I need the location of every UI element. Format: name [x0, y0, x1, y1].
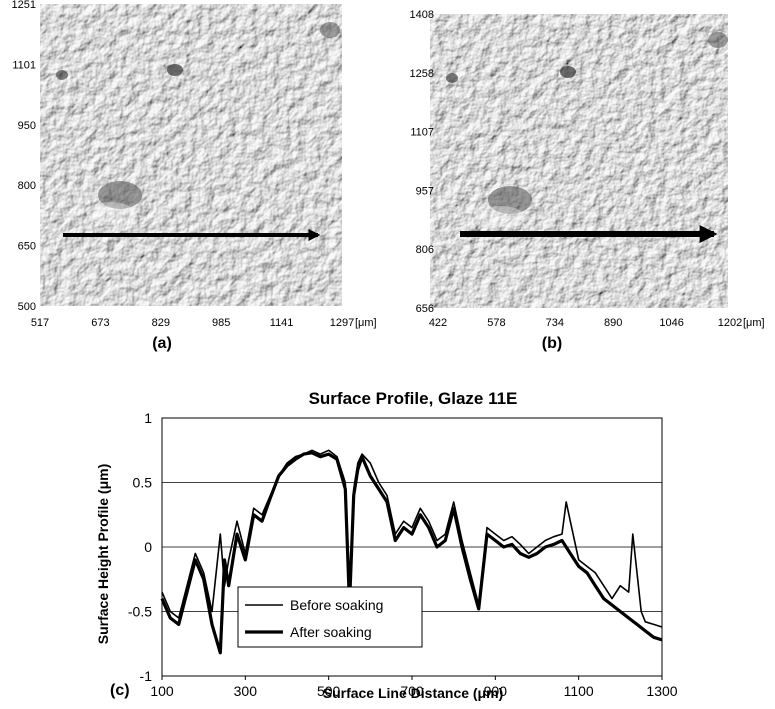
y-tick-label: 1101: [12, 59, 36, 71]
x-unit-label: [μm]: [743, 317, 765, 329]
x-tick-label: 700: [400, 683, 424, 699]
profile-chart: 1 0.5 0 -0.5 -1100 300 500 700 900 1100 1300 Before…: [128, 410, 678, 699]
y-tick-label: 1251: [12, 0, 36, 11]
panel-label-c: (c): [110, 682, 130, 699]
x-tick-label: 1046: [659, 317, 683, 329]
y-tick-label: -0.5: [128, 604, 152, 620]
micrograph-a: [40, 4, 342, 306]
y-tick-label: 656: [416, 303, 434, 315]
x-tick-label: 422: [429, 317, 447, 329]
legend-box: [237, 586, 423, 648]
axis-b: 1408 1258 1107 957 806 656 422 578 734 890 1046 120…: [410, 9, 765, 329]
y-tick-label: 950: [18, 120, 36, 132]
legend-entry: Before soaking: [290, 597, 383, 613]
panel-label-a: (a): [152, 335, 172, 352]
x-tick-label: 1297: [330, 317, 354, 329]
x-tick-label: 1100: [564, 683, 594, 699]
y-tick-label: 1258: [410, 68, 434, 80]
y-tick-label: 500: [18, 301, 36, 313]
y-axis-label: Surface Height Profile (μm): [95, 464, 111, 644]
y-tick-label: 1107: [410, 127, 434, 139]
chart-title: Surface Profile, Glaze 11E: [309, 389, 518, 408]
y-tick-label: 1: [144, 410, 152, 426]
y-tick-label: 800: [18, 180, 36, 192]
y-tick-label: 806: [416, 244, 434, 256]
x-tick-label: 500: [317, 683, 341, 699]
legend: Before soaking After soaking: [237, 586, 423, 648]
micrograph-b: [430, 14, 728, 308]
x-tick-label: 734: [546, 317, 564, 329]
x-tick-label: 985: [212, 317, 230, 329]
x-tick-label: 673: [91, 317, 109, 329]
y-tick-label: 957: [416, 185, 434, 197]
y-tick-label: 0.5: [133, 475, 153, 491]
x-tick-label: 890: [604, 317, 622, 329]
x-axis-label: Surface Line Distance (μm): [323, 685, 504, 701]
series-line-after-soaking: [160, 451, 663, 655]
panel-label-b: (b): [542, 335, 562, 352]
y-tick-label: 0: [144, 539, 152, 555]
y-tick-label: 650: [18, 241, 36, 253]
x-tick-label: 1141: [270, 317, 294, 329]
y-tick-label: 1408: [410, 9, 434, 21]
x-tick-label: 578: [487, 317, 505, 329]
x-tick-label: 1202: [718, 317, 742, 329]
x-tick-label: 300: [234, 683, 258, 699]
x-tick-label: 1300: [646, 683, 677, 699]
y-tick-label: -1: [140, 668, 153, 684]
legend-entry: After soaking: [290, 624, 372, 640]
x-tick-label: 517: [31, 317, 49, 329]
x-tick-label: 900: [484, 683, 508, 699]
axis-a: 1251 1101 950 800 650 500 517 673 829 985 1141 1297…: [12, 0, 377, 329]
x-tick-label: 100: [150, 683, 174, 699]
x-unit-label: [μm]: [355, 317, 377, 329]
x-tick-label: 829: [152, 317, 170, 329]
